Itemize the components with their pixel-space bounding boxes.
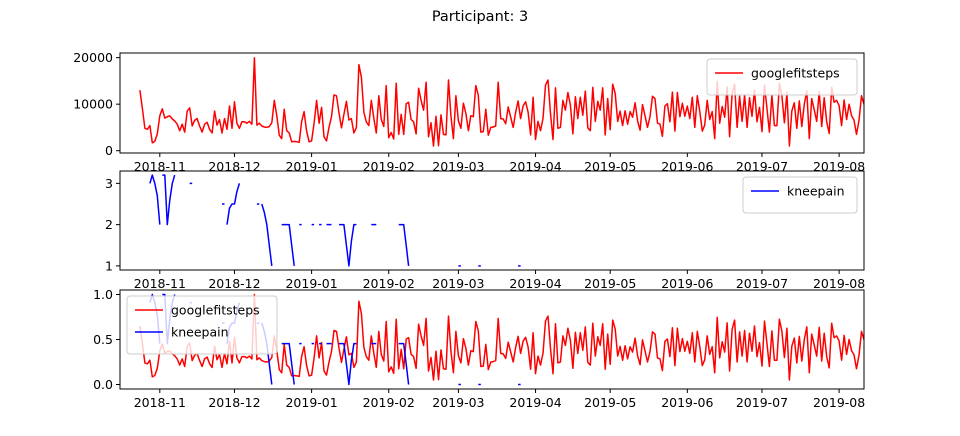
- x-tick-label: 2019-05: [584, 276, 636, 291]
- x-tick-label: 2019-04: [509, 395, 561, 410]
- x-tick-label: 2019-05: [584, 159, 636, 174]
- x-tick-label: 2019-02: [363, 159, 415, 174]
- legend: googlefitsteps kneepain: [126, 295, 278, 355]
- series-line-kneepain: [226, 183, 241, 225]
- x-tick-label: 2019-08: [813, 395, 865, 410]
- series-line-kneepain: [261, 203, 273, 266]
- x-tick-label: 2019-03: [432, 276, 484, 291]
- series-line-googlefitsteps: [139, 293, 864, 381]
- plot-area: [139, 56, 864, 147]
- series-line-kneepain: [281, 223, 295, 266]
- x-tick-label: 2019-05: [584, 395, 636, 410]
- series-line-kneepain: [398, 342, 410, 385]
- y-tick-label: 10000: [73, 97, 113, 112]
- legend-label-kneepain: kneepain: [787, 184, 845, 199]
- x-tick-label: 2018-11: [134, 159, 186, 174]
- series-line-kneepain: [339, 342, 357, 386]
- figure-title: Participant: 3: [432, 9, 528, 25]
- x-tick-label: 2018-12: [208, 395, 260, 410]
- x-tick-label: 2019-07: [736, 395, 788, 410]
- panel-3: 0.0 0.5 1.0 2018-11 2018-12 2019-01 2019-02 201…: [93, 287, 865, 410]
- x-tick-label: 2018-11: [134, 395, 186, 410]
- legend-box: [126, 295, 278, 355]
- x-tick-label: 2018-12: [208, 276, 260, 291]
- x-tick-label: 2018-12: [208, 159, 260, 174]
- y-tick-label: 0.0: [93, 377, 113, 392]
- series-line-googlefitsteps: [139, 56, 864, 147]
- y-tick-label: 1: [105, 258, 113, 273]
- x-tick-label: 2019-07: [736, 159, 788, 174]
- x-tick-label: 2019-06: [661, 159, 713, 174]
- legend: googlefitsteps: [706, 58, 858, 96]
- y-tick-label: 2: [105, 217, 113, 232]
- series-line-kneepain: [149, 174, 161, 225]
- axes-frame: [119, 52, 865, 154]
- x-tick-label: 2018-11: [134, 276, 186, 291]
- x-tick-label: 2019-02: [363, 276, 415, 291]
- x-tick-label: 2019-08: [813, 159, 865, 174]
- x-tick-label: 2019-04: [509, 159, 561, 174]
- x-tick-label: 2019-01: [285, 276, 337, 291]
- plot-area: [149, 174, 521, 267]
- x-tick-label: 2019-04: [509, 276, 561, 291]
- x-tick-label: 2019-06: [661, 395, 713, 410]
- y-tick-label: 0.5: [93, 332, 113, 347]
- legend: kneepain: [742, 176, 858, 214]
- series-line-kneepain: [398, 223, 410, 266]
- legend-label-googlefitsteps: googlefitsteps: [751, 66, 840, 81]
- x-tick-label: 2019-03: [432, 159, 484, 174]
- x-tick-label: 2019-02: [363, 395, 415, 410]
- series-line-kneepain: [339, 223, 357, 267]
- x-tick-label: 2019-01: [285, 159, 337, 174]
- series-line-kneepain: [162, 174, 176, 226]
- y-tick-label: 0: [105, 143, 113, 158]
- y-tick-label: 1.0: [93, 287, 113, 302]
- x-tick-label: 2019-01: [285, 395, 337, 410]
- legend-box: [742, 176, 858, 214]
- y-tick-label: 3: [105, 176, 113, 191]
- panel-1: 0 10000 20000 2018-11 2018-12 2019-01 2019-02 2…: [73, 50, 865, 174]
- series-line-kneepain: [281, 342, 295, 385]
- legend-label-googlefitsteps: googlefitsteps: [171, 303, 260, 318]
- x-tick-label: 2019-03: [432, 395, 484, 410]
- chart-panels: 0 10000 20000 2018-11 2018-12 2019-01 2019-02 2…: [73, 50, 865, 410]
- y-tick-label: 20000: [73, 50, 113, 65]
- x-tick-label: 2019-07: [736, 276, 788, 291]
- axes-frame: [119, 170, 865, 271]
- legend-box: [706, 58, 858, 96]
- panel-2: 1 2 3 2018-11 2018-12 2019-01 2019-02 2019-03 20…: [105, 170, 865, 291]
- x-tick-label: 2019-08: [813, 276, 865, 291]
- x-tick-label: 2019-06: [661, 276, 713, 291]
- legend-label-kneepain: kneepain: [171, 325, 229, 340]
